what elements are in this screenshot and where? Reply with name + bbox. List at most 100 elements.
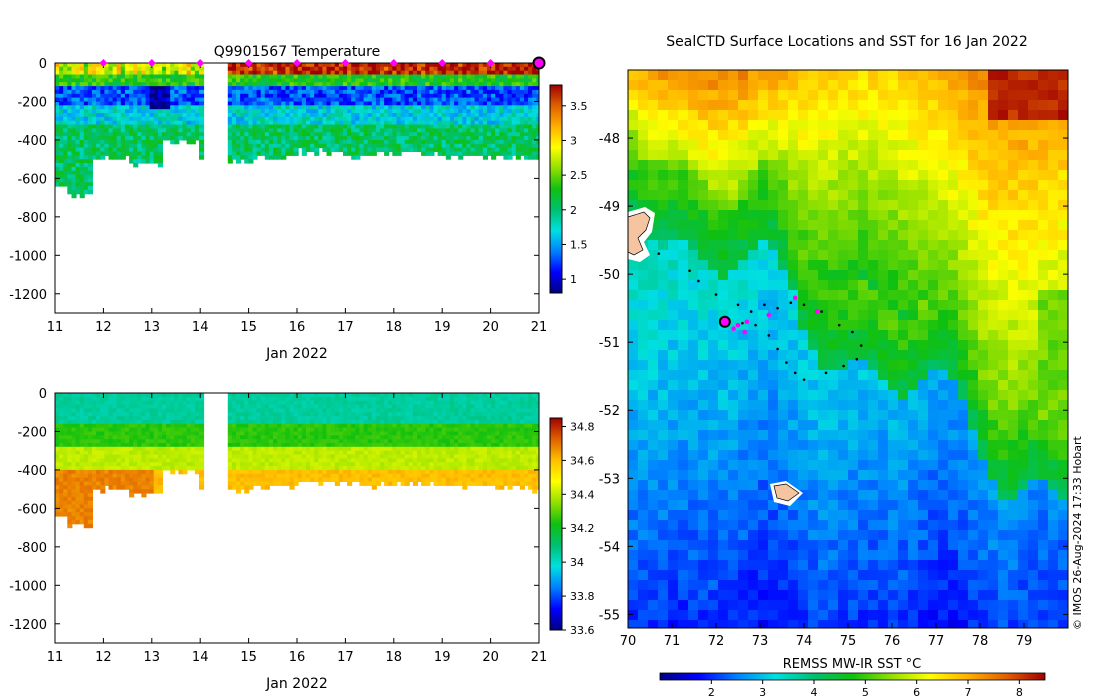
section-cell [306, 458, 312, 463]
section-cell [417, 466, 423, 471]
section-cell [532, 101, 538, 106]
section-cell [227, 423, 233, 429]
section-cell [149, 396, 155, 402]
section-cell [351, 446, 357, 452]
section-cell [67, 93, 73, 99]
section-cell [87, 66, 93, 72]
section-cell [326, 462, 332, 467]
section-cell [137, 412, 143, 417]
section-cell [71, 66, 77, 72]
section-cell [55, 174, 61, 179]
section-cell [375, 396, 381, 402]
section-cell [277, 116, 283, 122]
section-cell [412, 105, 418, 110]
section-cell [59, 170, 65, 176]
section-cell [375, 97, 381, 102]
section-cell [87, 423, 93, 429]
section-cell [338, 454, 344, 459]
section-cell [281, 143, 287, 149]
section-cell [363, 396, 369, 402]
section-cell [359, 439, 365, 444]
section-cell [182, 97, 188, 102]
section-cell [367, 132, 373, 137]
section-cell [71, 105, 77, 110]
section-cell [306, 97, 312, 102]
section-cell [273, 70, 279, 76]
section-cell [347, 446, 353, 452]
section-cell [310, 70, 316, 76]
section-cell [429, 412, 435, 417]
section-cell [100, 435, 106, 440]
section-cell [425, 109, 431, 114]
section-cell [71, 481, 77, 486]
section-cell [466, 136, 472, 141]
section-cell [170, 70, 176, 76]
section-cell [380, 427, 386, 432]
section-cell [153, 477, 159, 482]
section-cell [301, 416, 307, 421]
section-cell [273, 431, 279, 436]
section-cell [293, 396, 299, 402]
section-cell [445, 143, 451, 149]
section-cell [380, 412, 386, 417]
section-cell [141, 128, 147, 133]
section-cell [231, 477, 237, 482]
section-cell [137, 450, 143, 456]
section-cell [112, 74, 118, 79]
section-cell [236, 423, 242, 429]
section-cell [182, 462, 188, 467]
section-cell [351, 139, 357, 145]
section-cell [199, 147, 205, 152]
section-cell [277, 462, 283, 467]
section-cell [396, 435, 402, 440]
section-cell [495, 116, 501, 122]
section-cell [351, 454, 357, 459]
section-cell [326, 408, 332, 413]
section-cell [449, 128, 455, 133]
section-cell [145, 416, 151, 421]
section-cell [240, 404, 246, 409]
section-cell [104, 120, 110, 126]
section-cell [277, 151, 283, 156]
section-cell [347, 423, 353, 429]
section-cell [96, 477, 102, 482]
section-cell [273, 450, 279, 456]
section-cell [108, 93, 114, 99]
section-cell [268, 82, 274, 87]
section-cell [371, 124, 377, 129]
section-cell [149, 139, 155, 145]
section-cell [166, 427, 172, 432]
section-cell [104, 86, 110, 91]
section-cell [133, 155, 139, 160]
section-cell [59, 151, 65, 156]
section-cell [273, 427, 279, 432]
x-tick-label: 21 [531, 320, 548, 335]
section-cell [396, 473, 402, 479]
section-cell [355, 82, 361, 87]
section-cell [252, 66, 258, 72]
section-cell [503, 78, 509, 83]
section-cell [334, 404, 340, 409]
section-cell [59, 174, 65, 179]
section-cell [55, 508, 61, 513]
section-cell [343, 435, 349, 440]
section-cell [273, 63, 279, 68]
section-cell [433, 124, 439, 129]
section-cell [330, 66, 336, 72]
section-cell [67, 446, 73, 452]
section-cell [474, 86, 480, 91]
section-cell [429, 89, 435, 95]
section-cell [79, 408, 85, 413]
section-cell [338, 446, 344, 452]
section-cell [412, 473, 418, 479]
section-cell [141, 412, 147, 417]
section-cell [260, 66, 266, 72]
section-cell [408, 132, 414, 137]
section-cell [499, 101, 505, 106]
section-cell [330, 446, 336, 452]
section-cell [281, 435, 287, 440]
section-cell [482, 155, 488, 160]
section-cell [174, 82, 180, 87]
section-cell [343, 143, 349, 149]
section-cell [297, 458, 303, 463]
